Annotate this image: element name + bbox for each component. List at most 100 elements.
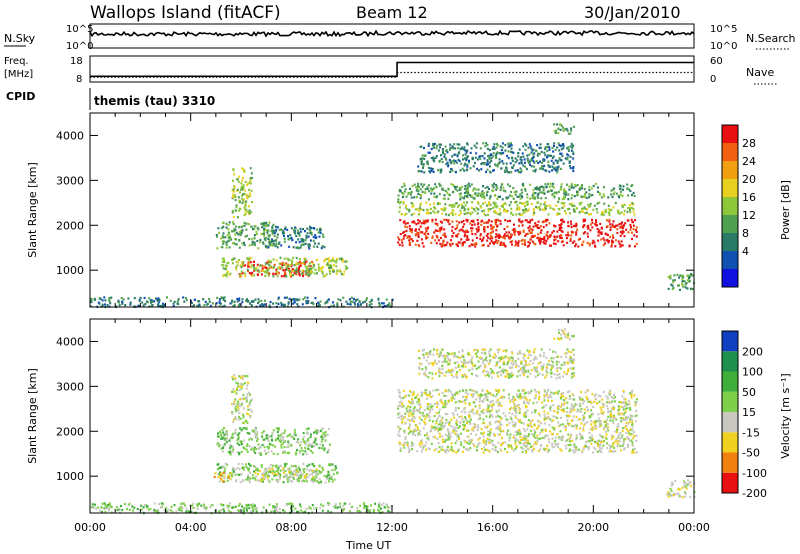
- data-cell: [569, 440, 571, 443]
- data-cell: [597, 394, 600, 397]
- data-cell: [600, 196, 603, 199]
- data-cell: [479, 393, 482, 396]
- data-cell: [398, 238, 401, 241]
- data-cell: [595, 398, 597, 401]
- data-cell: [465, 238, 468, 241]
- data-cell: [155, 297, 157, 300]
- data-cell: [479, 437, 481, 440]
- data-cell: [251, 299, 254, 303]
- data-cell: [296, 479, 299, 482]
- data-cell: [407, 193, 410, 196]
- data-cell: [295, 466, 298, 470]
- data-cell: [259, 470, 262, 473]
- data-cell: [234, 405, 237, 408]
- data-cell: [630, 419, 633, 422]
- data-cell: [519, 439, 522, 442]
- data-cell: [459, 421, 462, 424]
- data-cell: [533, 388, 536, 391]
- data-cell: [522, 447, 525, 450]
- data-cell: [441, 149, 444, 152]
- data-cell: [625, 421, 628, 425]
- data-cell: [582, 240, 585, 243]
- data-cell: [445, 403, 448, 406]
- data-cell: [253, 477, 256, 480]
- data-cell: [455, 161, 458, 164]
- data-cell: [463, 197, 466, 200]
- data-cell: [429, 430, 432, 433]
- data-cell: [504, 245, 507, 248]
- data-cell: [529, 231, 532, 234]
- data-cell: [300, 440, 303, 444]
- data-cell: [539, 143, 542, 146]
- data-cell: [576, 194, 579, 197]
- data-cell: [464, 411, 467, 414]
- data-cell: [577, 238, 580, 241]
- data-cell: [261, 435, 264, 438]
- data-cell: [248, 401, 251, 404]
- data-cell: [304, 446, 307, 449]
- data-cell: [514, 424, 517, 427]
- data-cell: [219, 474, 222, 477]
- data-cell: [345, 300, 348, 303]
- data-cell: [304, 265, 307, 268]
- data-cell: [518, 162, 521, 165]
- data-cell: [521, 152, 524, 155]
- data-cell: [600, 238, 603, 241]
- data-cell: [556, 235, 559, 238]
- data-cell: [538, 226, 541, 230]
- data-cell: [599, 395, 602, 398]
- data-cell: [552, 155, 555, 158]
- data-cell: [150, 301, 152, 304]
- data-cell: [268, 243, 271, 247]
- data-cell: [519, 432, 522, 435]
- data-cell: [581, 398, 584, 401]
- data-cell: [592, 239, 595, 242]
- data-cell: [609, 401, 612, 404]
- data-cell: [243, 206, 246, 209]
- data-cell: [382, 302, 385, 305]
- data-cell: [435, 144, 438, 147]
- data-cell: [460, 400, 463, 404]
- data-cell: [486, 232, 489, 236]
- data-cell: [275, 469, 278, 472]
- data-cell: [295, 273, 298, 276]
- data-cell: [240, 429, 243, 432]
- data-cell: [129, 303, 132, 306]
- noise-tick-left-bottom: 10^0: [66, 41, 93, 52]
- data-cell: [622, 225, 625, 228]
- data-cell: [425, 229, 428, 232]
- data-cell: [411, 205, 414, 208]
- data-cell: [409, 409, 412, 412]
- data-cell: [246, 468, 249, 471]
- data-cell: [283, 431, 286, 434]
- data-cell: [498, 236, 500, 239]
- data-cell: [495, 449, 498, 452]
- data-cell: [237, 462, 240, 465]
- data-cell: [285, 462, 288, 466]
- data-cell: [492, 155, 495, 158]
- data-cell: [590, 413, 593, 416]
- data-cell: [539, 448, 542, 451]
- data-cell: [443, 155, 446, 158]
- noise-tick-left-top: 10^5: [66, 24, 93, 35]
- data-cell: [440, 245, 443, 248]
- data-cell: [592, 451, 595, 454]
- data-cell: [263, 230, 266, 234]
- data-cell: [458, 241, 461, 244]
- data-cell: [418, 185, 420, 188]
- data-cell: [544, 196, 547, 200]
- data-cell: [440, 419, 443, 422]
- data-cell: [271, 231, 274, 234]
- data-cell: [552, 230, 555, 233]
- data-cell: [586, 445, 588, 449]
- data-cell: [411, 394, 414, 397]
- data-cell: [419, 220, 421, 223]
- data-cell: [259, 238, 262, 242]
- data-cell: [286, 435, 289, 438]
- data-cell: [468, 416, 471, 419]
- data-cell: [193, 304, 195, 307]
- data-cell: [598, 425, 601, 428]
- data-cell: [407, 414, 410, 417]
- data-cell: [569, 220, 572, 223]
